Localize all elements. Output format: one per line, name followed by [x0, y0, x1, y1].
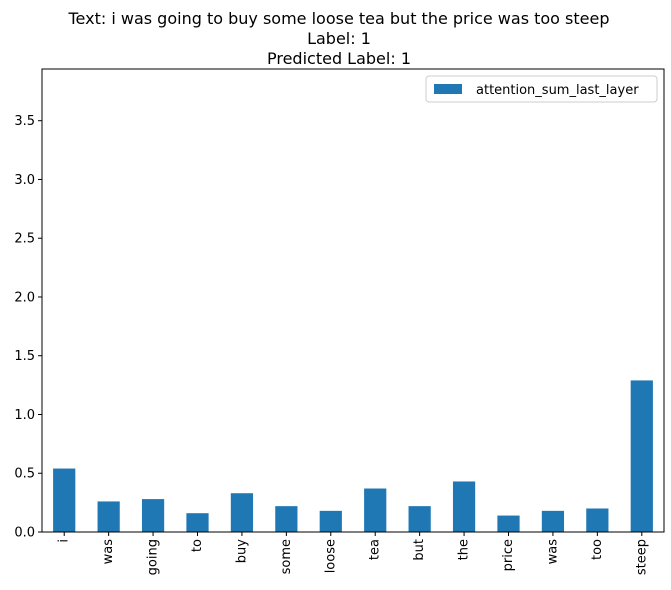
title-line-text: Text: i was going to buy some loose tea … [68, 9, 610, 28]
y-tick-label: 2.0 [14, 290, 35, 305]
x-tick-label: loose [323, 539, 338, 573]
x-tick-label: to [190, 539, 205, 552]
x-tick-label: steep [634, 539, 649, 575]
x-tick-label: i [57, 539, 72, 543]
x-tick-label: going [146, 539, 161, 575]
y-tick-label: 0.0 [14, 526, 35, 541]
bar-to-3 [186, 513, 209, 532]
bar-loose-6 [319, 510, 342, 532]
bar-price-10 [497, 515, 520, 532]
x-tick-label: buy [234, 539, 249, 563]
bar-too-12 [586, 508, 609, 532]
bar-was-1 [97, 501, 120, 532]
y-tick-label: 3.0 [14, 173, 35, 188]
legend-label: attention_sum_last_layer [476, 83, 639, 98]
x-tick-label: was [545, 539, 560, 565]
title-line-label: Label: 1 [307, 29, 371, 48]
chart-title: Text: i was going to buy some loose tea … [68, 9, 610, 68]
bar-steep-13 [630, 380, 653, 532]
legend-box [425, 75, 658, 103]
legend: attention_sum_last_layer [425, 75, 658, 103]
x-tick-label: too [590, 539, 605, 560]
x-tick-label: the [457, 539, 472, 560]
y-tick-label: 3.5 [14, 114, 35, 129]
bar-going-2 [141, 499, 165, 532]
y-tick-label: 0.5 [14, 467, 35, 482]
x-tick-label: but [412, 539, 427, 561]
bar-some-5 [275, 506, 298, 532]
bar-i-0 [53, 468, 76, 532]
y-tick-label: 2.5 [14, 232, 35, 247]
bar-tea-7 [364, 488, 387, 532]
bar-the-9 [452, 481, 476, 532]
y-tick-label: 1.5 [14, 349, 35, 364]
x-tick-label: was [101, 539, 116, 565]
x-tick-label: tea [368, 539, 383, 560]
plot-frame [41, 68, 665, 533]
x-axis: i was going to buy some loose tea but the price was… [57, 532, 649, 575]
legend-swatch [434, 84, 462, 94]
title-line-predicted: Predicted Label: 1 [267, 49, 411, 68]
x-tick-label: some [279, 539, 294, 574]
y-tick-label: 1.0 [14, 408, 35, 423]
bar-was-11 [541, 510, 565, 532]
bar-buy-4 [230, 493, 254, 532]
x-tick-label: price [501, 539, 516, 571]
bar-but-8 [408, 506, 431, 532]
y-axis: 0.0 0.5 1.0 1.5 2.0 2.5 3.0 3.5 [14, 114, 42, 541]
bars [53, 380, 653, 532]
